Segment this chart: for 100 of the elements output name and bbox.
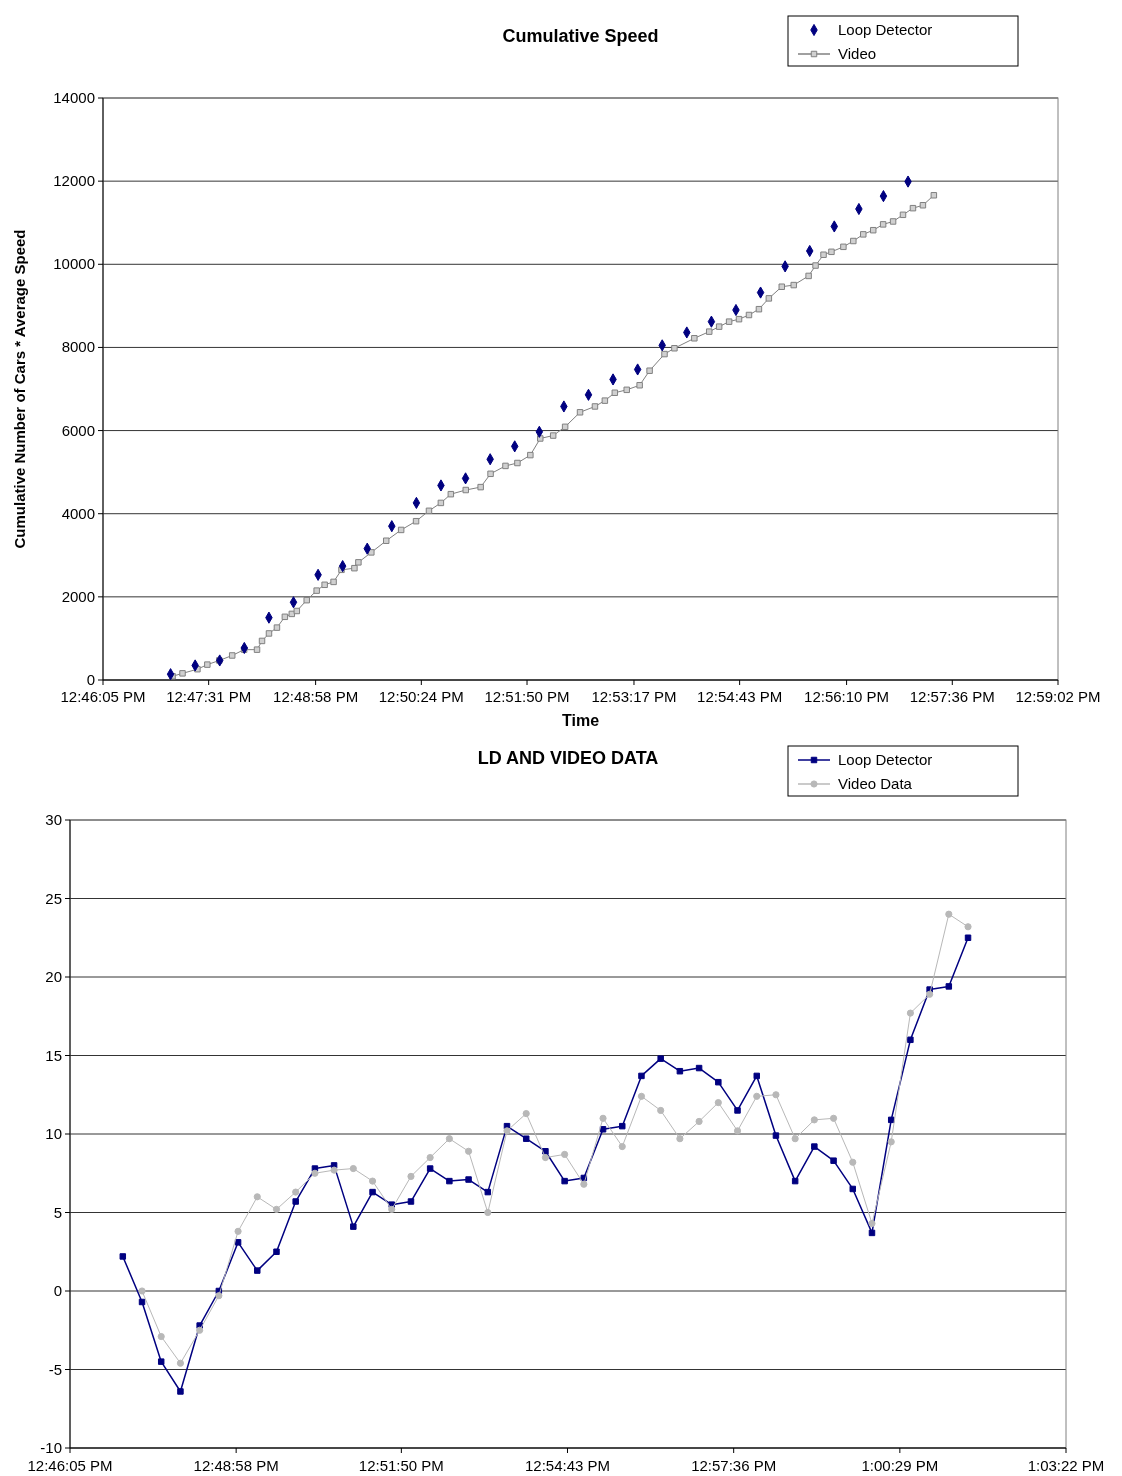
x-tick-label: 12:51:50 PM (358, 1457, 444, 1474)
point (215, 1292, 223, 1300)
y-tick-label: 15 (45, 1046, 62, 1064)
y-tick-label: -10 (40, 1439, 62, 1456)
point (292, 1188, 300, 1196)
point (619, 1122, 626, 1130)
y-tick-label: 2000 (61, 587, 95, 605)
legend-label: Video (838, 45, 877, 62)
point (849, 1158, 857, 1166)
y-tick-label: 8000 (61, 338, 95, 356)
legend-label: Video Data (838, 775, 913, 792)
y-tick-label: 20 (45, 968, 62, 985)
point (887, 1138, 895, 1146)
point (561, 1150, 569, 1158)
y-tick-label: 25 (45, 889, 62, 907)
point (791, 1177, 799, 1185)
y-tick-label: 30 (45, 811, 62, 828)
point (542, 1148, 549, 1155)
point (599, 1114, 607, 1122)
point (657, 1106, 665, 1115)
point (465, 1176, 472, 1183)
x-tick-label: 12:54:43 PM (697, 688, 783, 705)
point (734, 1107, 741, 1114)
point (906, 1009, 914, 1017)
y-tick-label: 14000 (53, 89, 95, 106)
point (138, 1287, 146, 1295)
point (733, 1127, 742, 1135)
point (618, 1142, 626, 1151)
point (253, 1193, 261, 1201)
point (311, 1169, 319, 1177)
point (945, 910, 953, 918)
point (715, 1078, 722, 1086)
point (791, 1135, 799, 1143)
point (849, 1185, 856, 1193)
point (695, 1117, 703, 1126)
point (426, 1153, 434, 1162)
point (272, 1205, 281, 1213)
point (638, 1072, 645, 1080)
point (676, 1135, 684, 1143)
point (522, 1135, 530, 1142)
point (177, 1388, 184, 1395)
x-tick-label: 12:51:50 PM (484, 688, 570, 705)
point (714, 1099, 722, 1107)
y-tick-label: -5 (48, 1360, 62, 1378)
y-axis-title: Cumulative Number of Cars * Average Speed (11, 229, 28, 549)
y-tick-label: 5 (53, 1203, 62, 1221)
point (522, 1110, 530, 1118)
point (234, 1239, 242, 1246)
point (964, 923, 972, 931)
chart-title: Cumulative Speed (502, 26, 659, 46)
point (350, 1223, 357, 1230)
point (464, 1147, 473, 1155)
chart-title: LD AND VIDEO DATA (477, 748, 659, 768)
x-tick-label: 12:50:24 PM (378, 688, 464, 705)
point (407, 1172, 415, 1180)
point (772, 1091, 780, 1099)
x-tick-label: 12:56:10 PM (804, 688, 890, 705)
point (926, 990, 934, 998)
x-tick-label: 12:48:58 PM (193, 1457, 279, 1474)
x-tick-label: 12:47:31 PM (166, 688, 252, 705)
point (810, 1116, 818, 1124)
point (964, 934, 972, 941)
point (292, 1198, 299, 1205)
point (388, 1205, 396, 1213)
point (580, 1180, 588, 1188)
point (676, 1067, 684, 1075)
y-tick-label: 6000 (61, 421, 95, 439)
point (273, 1248, 280, 1255)
point (484, 1208, 492, 1217)
point (234, 1227, 242, 1235)
y-tick-label: 0 (86, 671, 95, 688)
point (157, 1332, 165, 1341)
point (503, 1127, 511, 1135)
point (196, 1326, 204, 1334)
point (753, 1072, 760, 1080)
point (541, 1153, 550, 1162)
x-tick-label: 12:48:58 PM (273, 688, 359, 705)
x-tick-label: 1:00:29 PM (861, 1457, 939, 1474)
point (811, 1143, 818, 1150)
legend-label: Loop Detector (838, 21, 933, 38)
point (829, 1114, 838, 1122)
y-tick-label: 0 (53, 1282, 62, 1299)
point (484, 1188, 492, 1196)
point (887, 1116, 895, 1124)
point (330, 1166, 338, 1174)
point (176, 1359, 185, 1367)
point (445, 1135, 453, 1143)
point (868, 1219, 876, 1228)
legend-label: Loop Detector (838, 751, 933, 768)
x-tick-label: 12:46:05 PM (27, 1457, 113, 1474)
x-axis-title: Time (561, 712, 600, 729)
x-tick-label: 12:57:36 PM (909, 688, 995, 705)
x-tick-label: 12:53:17 PM (591, 688, 677, 705)
y-tick-label: 12000 (53, 172, 95, 190)
point (830, 1157, 837, 1164)
point (407, 1198, 415, 1205)
y-tick-label: 4000 (61, 504, 95, 522)
point (426, 1165, 434, 1172)
y-tick-label: 10 (45, 1125, 62, 1142)
point (753, 1092, 761, 1100)
